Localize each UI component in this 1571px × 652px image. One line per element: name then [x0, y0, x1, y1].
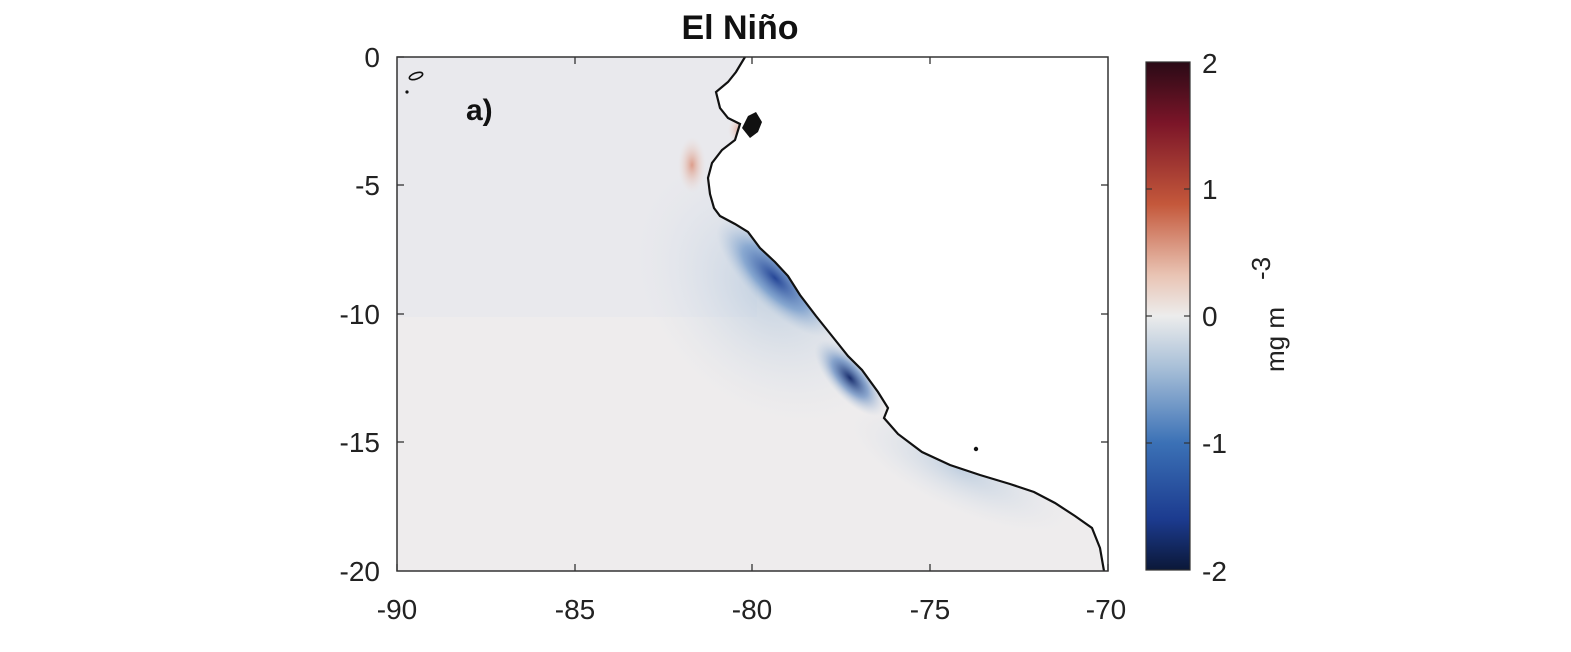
- colorbar-tick-label: -1: [1202, 428, 1227, 459]
- chl-anomaly-north: [716, 219, 834, 337]
- y-tick-label: -10: [340, 299, 380, 330]
- panel-label: a): [466, 94, 493, 127]
- y-tick-label: -5: [355, 170, 380, 201]
- gulf-island: [742, 112, 762, 138]
- y-tick-label: -15: [340, 427, 380, 458]
- colorbar-tick-label: 2: [1202, 48, 1218, 79]
- colorbar-tick-label: -2: [1202, 556, 1227, 587]
- coastline: [706, 56, 1106, 572]
- axis-ticks: [396, 56, 1109, 571]
- x-tick-label: -90: [377, 594, 417, 625]
- map-title: El Niño: [681, 9, 798, 47]
- chl-anomaly-south: [814, 339, 886, 417]
- colorbar-gradient: [1145, 61, 1191, 571]
- x-tick-label: -70: [1086, 594, 1126, 625]
- coastal-islet: [973, 446, 979, 452]
- colorbar-tick-label: 1: [1202, 174, 1218, 205]
- galapagos-island: [408, 71, 424, 81]
- colorbar: 2 1 0 -1 -2 mg m -3: [1145, 48, 1290, 587]
- x-tick-label: -85: [555, 594, 595, 625]
- colorbar-tick-label: 0: [1202, 301, 1218, 332]
- y-tick-label: 0: [364, 42, 380, 73]
- map-area: a) -90 -85 -80 -75 -70 0 -5 -10 -15 -20: [340, 42, 1127, 625]
- x-tick-label: -75: [910, 594, 950, 625]
- colorbar-unit-exponent: -3: [1246, 257, 1276, 280]
- galapagos-islet: [405, 90, 409, 94]
- chl-positive-coast: [678, 137, 706, 193]
- x-tick-label: -80: [732, 594, 772, 625]
- colorbar-unit-label: mg m: [1260, 307, 1290, 372]
- y-tick-label: -20: [340, 556, 380, 587]
